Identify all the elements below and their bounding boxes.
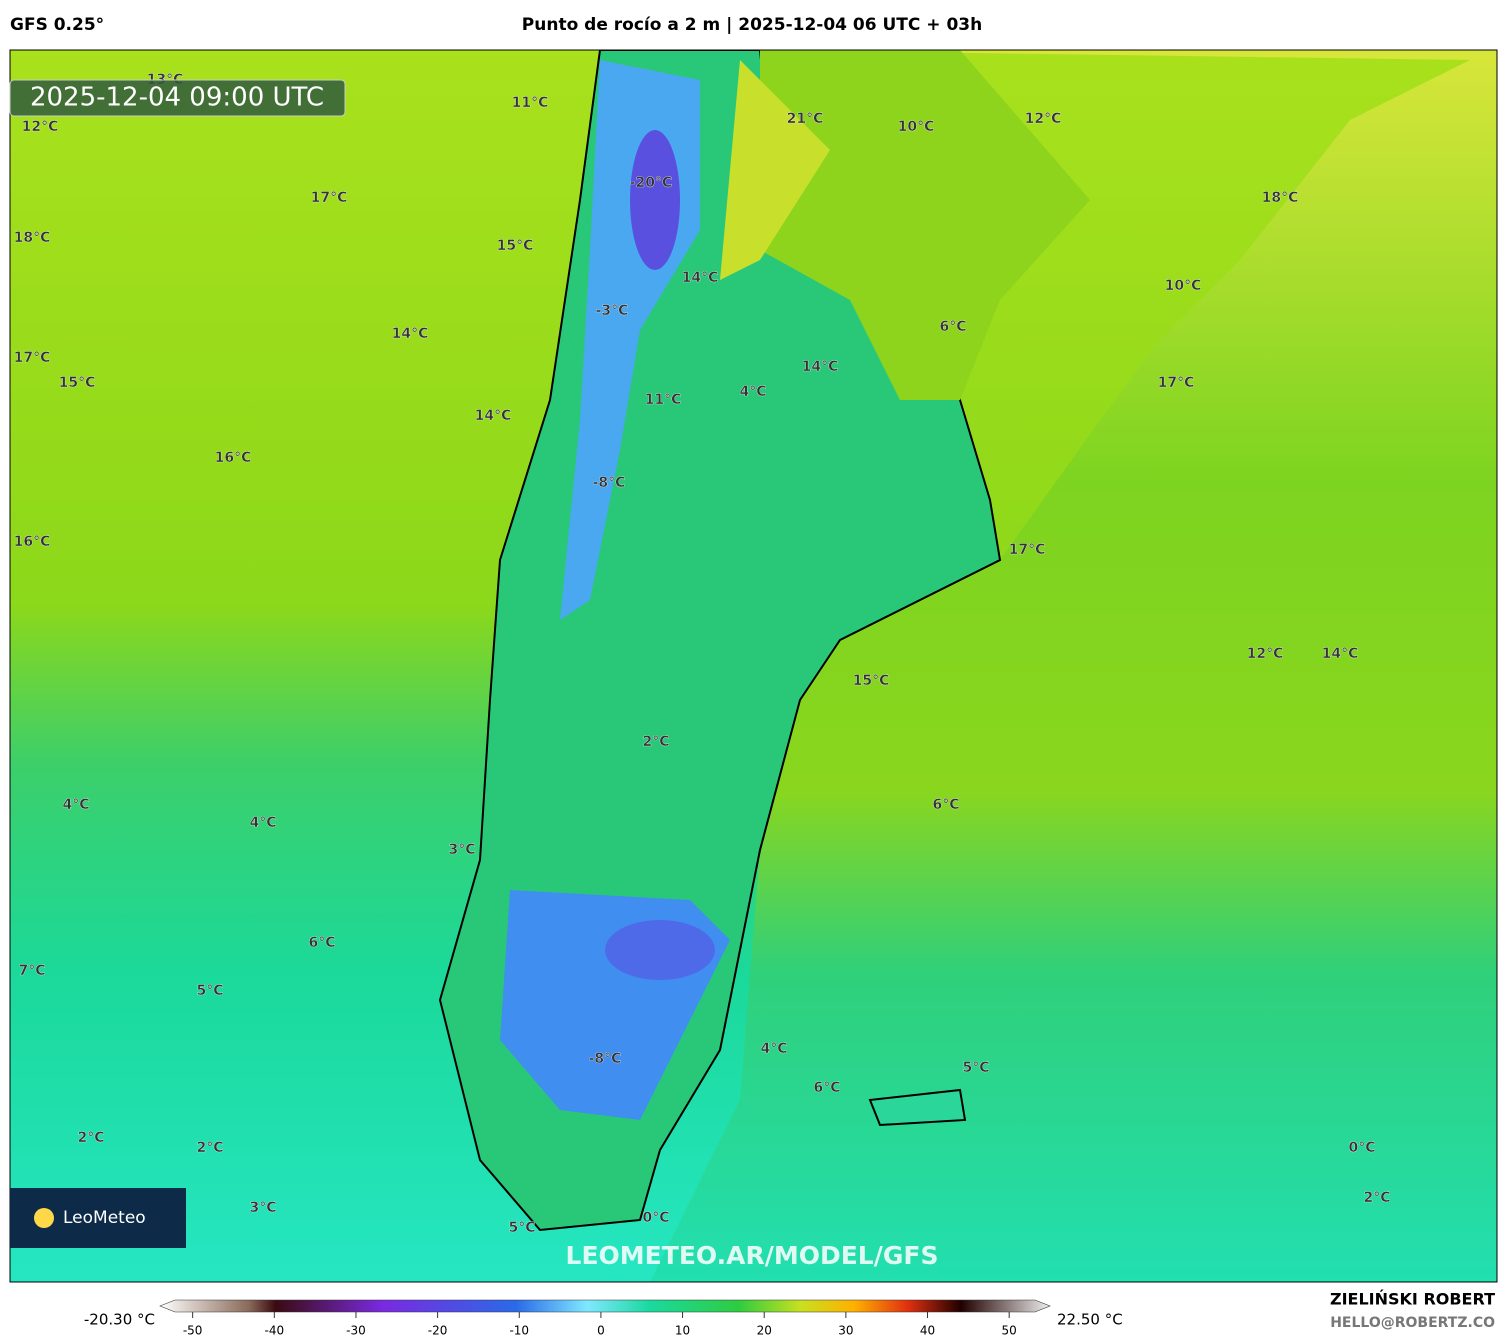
contour-label: -20°C — [630, 175, 673, 191]
contour-label: 21°C — [787, 111, 824, 127]
contour-label: 14°C — [392, 326, 429, 342]
contour-label: 17°C — [14, 350, 51, 366]
colorbar-tick-label: 10 — [675, 1324, 690, 1338]
contour-label: 14°C — [802, 359, 839, 375]
contour-label: 2°C — [1363, 1190, 1390, 1206]
timestamp: 2025-12-04 09:00 UTC — [30, 83, 324, 113]
contour-label: 17°C — [1158, 375, 1195, 391]
contour-label: 6°C — [813, 1080, 840, 1096]
colorbar-tick-label: 0 — [597, 1324, 605, 1338]
colorbar-tick-label: 50 — [1002, 1324, 1017, 1338]
map: 13°C11°C12°C21°C10°C12°C-20°C17°C18°C18°… — [10, 50, 1497, 1282]
land-warm — [720, 60, 830, 280]
colorbar-tick-label: 40 — [920, 1324, 935, 1338]
contour-label: 4°C — [739, 384, 766, 400]
colorbar-tick-label: 20 — [757, 1324, 772, 1338]
contour-label: 5°C — [962, 1060, 989, 1076]
contour-label: 15°C — [497, 238, 534, 254]
contour-label: 12°C — [1025, 111, 1062, 127]
email: HELLO@ROBERTZ.CO — [1330, 1315, 1495, 1331]
contour-label: 5°C — [508, 1220, 535, 1236]
colorbar-tick-label: -10 — [509, 1324, 529, 1338]
colorbar-tick-label: -50 — [183, 1324, 203, 1338]
watermark: LEOMETEO.AR/MODEL/GFS — [566, 1241, 939, 1270]
colorbar-max: 22.50 °C — [1057, 1311, 1123, 1329]
contour-label: 15°C — [853, 673, 890, 689]
contour-label: 14°C — [475, 408, 512, 424]
map-frame — [9, 49, 1498, 1283]
contour-label: 5°C — [196, 983, 223, 999]
land-north — [760, 50, 1090, 400]
colorbar-tick-label: -20 — [428, 1324, 448, 1338]
contour-label: 6°C — [932, 797, 959, 813]
andes-coldest — [630, 130, 680, 270]
title: Punto de rocío a 2 m | 2025-12-04 06 UTC… — [522, 15, 982, 35]
contour-label: 11°C — [512, 95, 549, 111]
colorbar-min: -20.30 °C — [84, 1311, 155, 1329]
contour-label: -3°C — [596, 303, 629, 319]
colorbar-tick-label: 30 — [838, 1324, 853, 1338]
contour-label: 14°C — [682, 270, 719, 286]
contour-label: 15°C — [59, 375, 96, 391]
contour-label: 6°C — [939, 319, 966, 335]
contour-label: 3°C — [249, 1200, 276, 1216]
contour-label: 16°C — [14, 534, 51, 550]
contour-label: 10°C — [898, 119, 935, 135]
contour-label: 2°C — [77, 1130, 104, 1146]
contour-label: 11°C — [645, 392, 682, 408]
contour-label: 4°C — [760, 1041, 787, 1057]
contour-label: 0°C — [1348, 1140, 1375, 1156]
islands — [868, 1088, 967, 1127]
contour-label: 4°C — [62, 797, 89, 813]
colorbar — [159, 1299, 1051, 1313]
patagonia-coldest — [605, 920, 715, 980]
contour-label: 3°C — [448, 842, 475, 858]
contour-label: 12°C — [22, 119, 59, 135]
logo-sun — [34, 1208, 54, 1228]
contour-label: 0°C — [642, 1210, 669, 1226]
timestamp-box — [9, 79, 346, 117]
contour-label: 12°C — [1247, 646, 1284, 662]
model: GFS 0.25° — [10, 15, 104, 35]
contour-label: 17°C — [1009, 542, 1046, 558]
contour-label: 6°C — [308, 935, 335, 951]
author: ZIELIŃSKI ROBERT — [1330, 1290, 1495, 1309]
logo: LeoMeteo — [63, 1208, 146, 1228]
contour-label: 7°C — [18, 963, 45, 979]
contour-label: 16°C — [215, 450, 252, 466]
contour-label: 17°C — [311, 190, 348, 206]
ocean-atlantic — [650, 50, 1497, 1282]
contour-label: 18°C — [14, 230, 51, 246]
contour-label: 18°C — [1262, 190, 1299, 206]
colorbar-tick-label: -30 — [346, 1324, 366, 1338]
contour-label: -8°C — [593, 475, 626, 491]
contour-label: -8°C — [589, 1051, 622, 1067]
contour-label: 4°C — [249, 815, 276, 831]
contour-label: 2°C — [642, 734, 669, 750]
contour-label: 10°C — [1165, 278, 1202, 294]
contour-label: 14°C — [1322, 646, 1359, 662]
colorbar-tick-label: -40 — [265, 1324, 285, 1338]
contour-label: 2°C — [196, 1140, 223, 1156]
